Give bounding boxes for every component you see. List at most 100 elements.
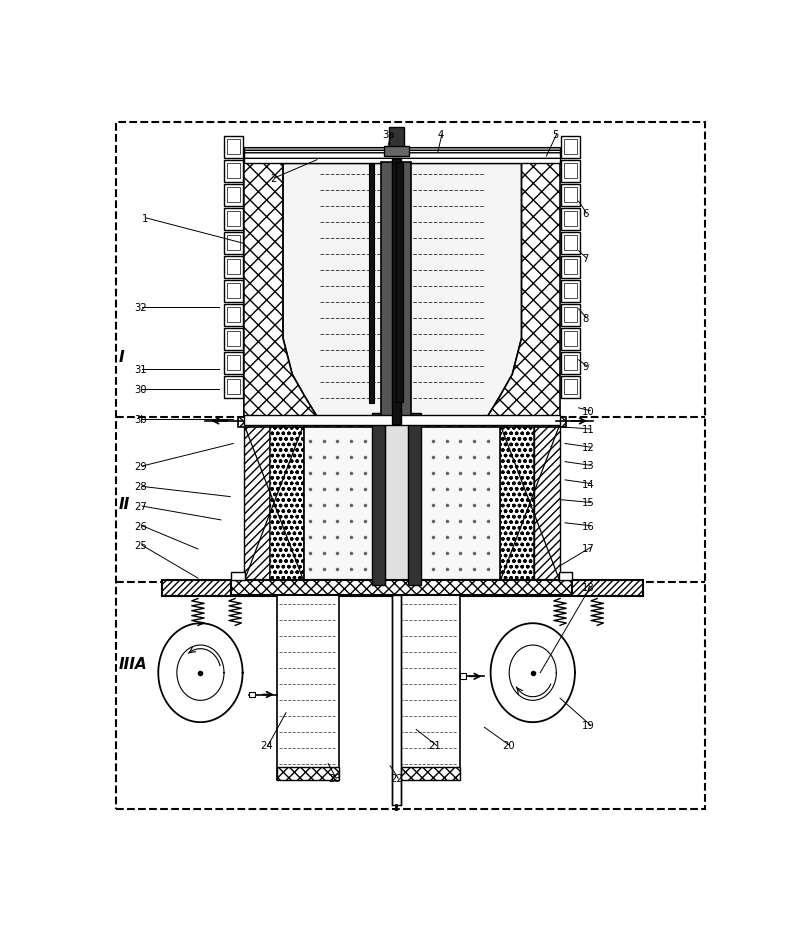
Text: 4: 4 <box>438 130 444 140</box>
Bar <box>224 209 242 230</box>
Text: 5: 5 <box>553 130 559 140</box>
Polygon shape <box>270 425 304 582</box>
Bar <box>162 581 642 597</box>
Bar <box>564 380 577 395</box>
Text: 31: 31 <box>134 364 146 374</box>
Polygon shape <box>283 164 522 417</box>
Bar <box>238 417 566 428</box>
Bar <box>562 305 580 327</box>
Text: 20: 20 <box>502 741 514 750</box>
Text: 11: 11 <box>582 425 595 434</box>
Bar <box>386 413 407 585</box>
Bar <box>392 596 401 805</box>
Text: 21: 21 <box>429 741 442 750</box>
Bar <box>564 284 577 298</box>
Bar <box>244 149 560 164</box>
Bar <box>224 137 242 159</box>
Bar <box>407 413 421 585</box>
Text: 30: 30 <box>134 384 146 395</box>
Polygon shape <box>244 425 270 582</box>
Text: 9: 9 <box>582 362 589 371</box>
Text: 25: 25 <box>134 541 147 550</box>
Polygon shape <box>244 150 317 417</box>
Bar <box>371 413 386 585</box>
Text: II: II <box>118 497 130 512</box>
Text: 28: 28 <box>134 481 146 492</box>
Bar <box>224 232 242 254</box>
Text: 22: 22 <box>390 773 403 784</box>
Bar <box>231 581 573 596</box>
Text: I: I <box>118 349 124 364</box>
Bar <box>227 332 239 346</box>
Bar <box>227 236 239 251</box>
Bar <box>564 308 577 323</box>
Bar <box>224 329 242 350</box>
Text: 18: 18 <box>582 582 595 592</box>
Bar <box>564 188 577 203</box>
Text: 16: 16 <box>582 521 595 531</box>
Text: 3a: 3a <box>382 130 395 140</box>
Bar <box>562 137 580 159</box>
Bar <box>224 352 242 374</box>
Bar <box>227 308 239 323</box>
Bar <box>227 261 239 275</box>
Text: 8: 8 <box>582 313 589 323</box>
Bar <box>224 305 242 327</box>
Bar <box>564 236 577 251</box>
Polygon shape <box>487 150 560 417</box>
Text: 29: 29 <box>134 462 147 472</box>
Bar <box>277 767 338 781</box>
Polygon shape <box>534 425 560 582</box>
Bar <box>369 164 374 404</box>
Bar <box>398 596 459 781</box>
Bar <box>244 148 560 151</box>
Bar <box>564 212 577 227</box>
Bar <box>382 162 411 425</box>
Bar <box>562 232 580 254</box>
Bar <box>227 188 239 203</box>
Bar <box>562 160 580 182</box>
Bar <box>227 284 239 298</box>
Text: 10: 10 <box>582 406 595 416</box>
Bar <box>227 140 239 155</box>
Bar <box>244 415 560 426</box>
Bar <box>304 417 500 582</box>
Bar <box>562 377 580 398</box>
Text: 19: 19 <box>582 720 595 731</box>
Bar <box>224 280 242 302</box>
Bar <box>224 257 242 278</box>
Bar <box>459 674 466 680</box>
Text: 12: 12 <box>582 443 595 452</box>
Bar <box>249 692 255 698</box>
Text: 6: 6 <box>582 209 589 219</box>
Bar <box>562 257 580 278</box>
Bar <box>224 377 242 398</box>
Bar <box>277 596 338 781</box>
Bar <box>227 356 239 371</box>
Bar <box>564 356 577 371</box>
Bar <box>564 140 577 155</box>
Text: 15: 15 <box>582 497 595 508</box>
Text: 23: 23 <box>328 773 341 784</box>
Bar <box>396 162 402 402</box>
Text: 7: 7 <box>582 254 589 263</box>
Text: 24: 24 <box>260 741 273 750</box>
Bar <box>562 280 580 302</box>
Text: 17: 17 <box>582 543 595 553</box>
Text: 14: 14 <box>582 479 595 489</box>
Text: 2: 2 <box>270 174 277 184</box>
Bar <box>562 184 580 207</box>
Bar <box>384 146 409 157</box>
Bar <box>562 352 580 374</box>
Bar <box>564 164 577 178</box>
Bar <box>227 164 239 178</box>
Bar <box>564 261 577 275</box>
Bar <box>389 127 404 150</box>
Bar <box>562 209 580 230</box>
Bar <box>564 332 577 346</box>
Text: 3b: 3b <box>134 415 146 425</box>
Bar <box>558 572 573 581</box>
Text: 27: 27 <box>134 501 147 512</box>
Bar <box>227 380 239 395</box>
Polygon shape <box>500 425 534 582</box>
